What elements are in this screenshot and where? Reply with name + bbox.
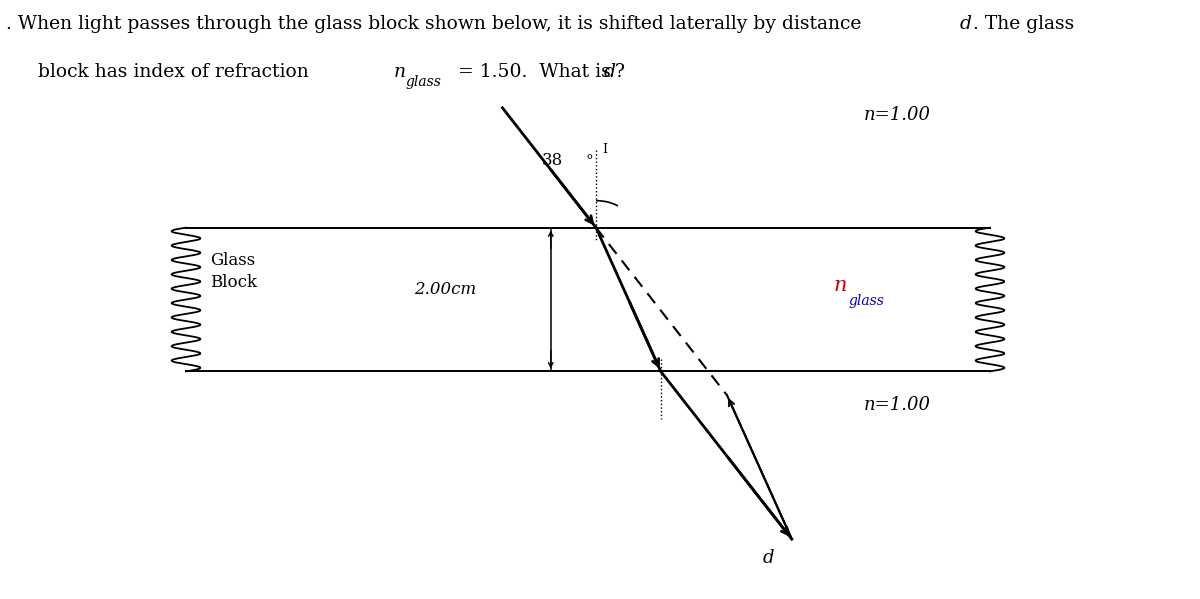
Text: glass: glass [848, 295, 884, 308]
Text: glass: glass [406, 75, 442, 89]
Text: . The glass: . The glass [973, 15, 1074, 33]
Text: °: ° [586, 154, 593, 168]
Text: n: n [834, 276, 847, 295]
Text: ?: ? [614, 63, 624, 81]
Text: I: I [602, 143, 607, 156]
Text: d: d [960, 15, 972, 33]
Text: Glass
Block: Glass Block [210, 252, 257, 291]
Text: d: d [763, 549, 774, 567]
Text: 2.00cm: 2.00cm [414, 280, 476, 298]
Text: 38: 38 [542, 152, 563, 169]
Text: n=1.00: n=1.00 [864, 397, 931, 415]
Text: n: n [394, 63, 406, 81]
Text: block has index of refraction: block has index of refraction [38, 63, 316, 81]
Text: . When light passes through the glass block shown below, it is shifted laterally: . When light passes through the glass bl… [6, 15, 868, 33]
Text: n=1.00: n=1.00 [864, 106, 931, 124]
Text: = 1.50.  What is: = 1.50. What is [458, 63, 617, 81]
Text: d: d [604, 63, 616, 81]
